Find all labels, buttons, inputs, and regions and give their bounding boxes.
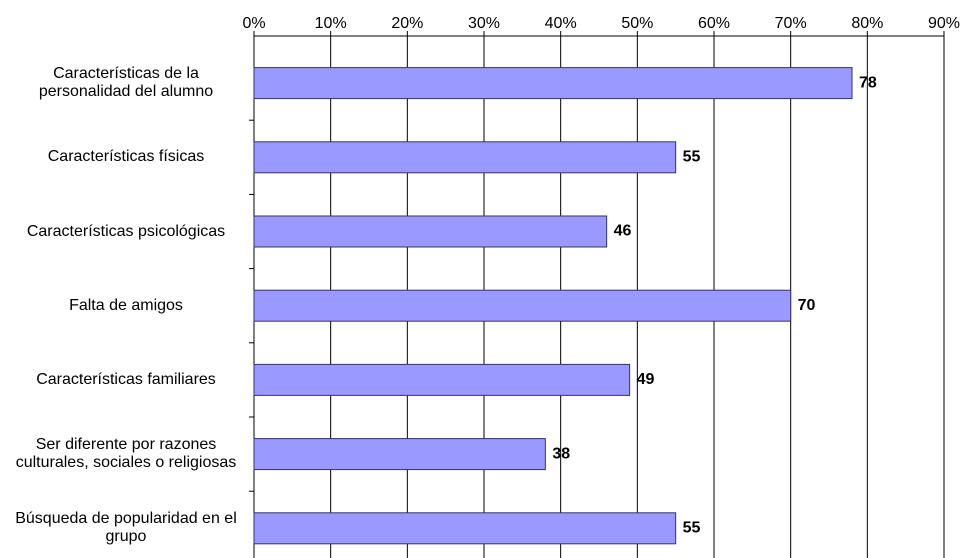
x-tick-label: 30% [468, 15, 500, 32]
x-tick-label: 40% [545, 15, 577, 32]
bar [253, 289, 792, 322]
x-tick-label: 20% [391, 15, 423, 32]
data-label: 46 [614, 223, 632, 240]
y-tick-label: Falta de amigos [69, 296, 183, 314]
bar [253, 67, 853, 100]
y-tick-label: Características familiares [36, 370, 216, 388]
data-label: 70 [798, 297, 816, 314]
x-tick-label: 50% [621, 15, 653, 32]
data-label: 38 [552, 445, 570, 462]
bar [253, 215, 608, 248]
bar [253, 438, 546, 471]
data-label: 49 [637, 371, 655, 388]
x-tick-label: 60% [698, 15, 730, 32]
y-tick-label: Características físicas [47, 148, 205, 166]
x-tick-label: 70% [775, 15, 807, 32]
data-label: 55 [683, 149, 701, 166]
x-tick-label: 10% [315, 15, 347, 32]
data-label: 55 [683, 520, 701, 537]
data-label: 78 [859, 74, 877, 91]
bar [253, 363, 631, 396]
x-tick-label: 90% [928, 15, 960, 32]
x-tick-label: 0% [242, 15, 265, 32]
y-tick-label: Características psicológicas [26, 222, 226, 240]
y-tick-label: Ser diferente por razones culturales, so… [15, 436, 237, 472]
bar [253, 141, 677, 174]
y-tick-label: Características de la personalidad del a… [38, 65, 214, 101]
x-tick-label: 80% [851, 15, 883, 32]
bar [253, 512, 677, 545]
y-tick-label: Búsqueda de popularidad en el grupo [15, 510, 237, 546]
